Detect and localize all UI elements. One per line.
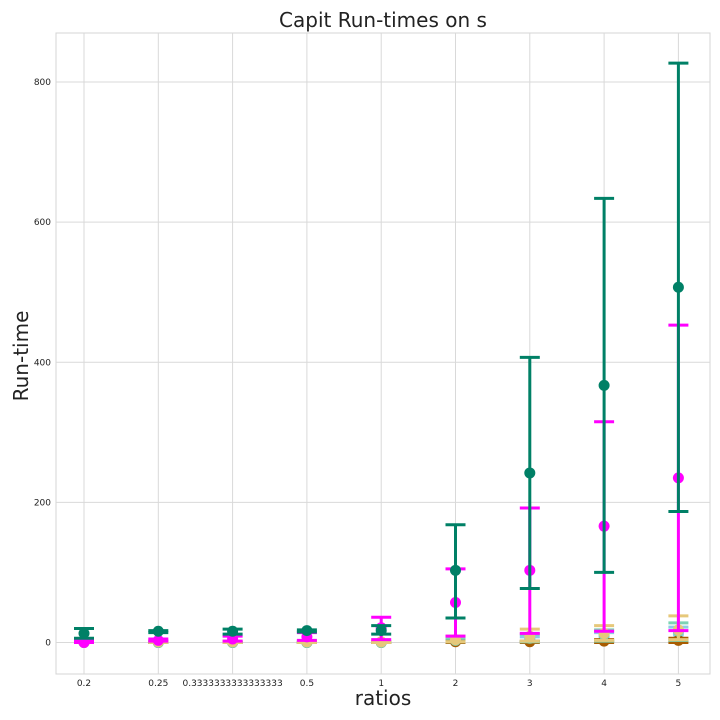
series-layer	[74, 61, 689, 648]
data-point	[227, 633, 239, 645]
data-point	[598, 379, 610, 391]
data-point	[152, 625, 164, 637]
y-tick-label: 600	[34, 218, 51, 228]
x-tick-label: 0.2	[77, 679, 91, 689]
data-point	[227, 625, 239, 637]
plot-area	[55, 32, 711, 675]
tick-labels: 0.2 0.25 0.3333333333333333 0.5 1 2 3 4 5 0 200 400…	[34, 78, 681, 689]
series-1	[74, 61, 689, 640]
data-point	[152, 634, 164, 646]
y-tick-label: 0	[45, 638, 51, 648]
x-tick-label: 0.5	[300, 679, 314, 689]
x-axis-label: ratios	[355, 686, 412, 710]
data-point	[78, 627, 90, 639]
x-tick-label: 0.25	[148, 679, 168, 689]
data-point	[672, 281, 684, 293]
y-tick-label: 200	[34, 498, 51, 508]
x-tick-label: 1	[378, 679, 384, 689]
x-tick-label: 5	[676, 679, 682, 689]
y-tick-label: 800	[34, 78, 51, 88]
x-tick-label: 3	[527, 679, 533, 689]
data-point	[301, 625, 313, 637]
y-tick-label: 400	[34, 358, 51, 368]
x-tick-label: 4	[601, 679, 607, 689]
data-point	[524, 467, 536, 479]
x-tick-label: 2	[453, 679, 459, 689]
chart-title: Capit Run-times on s	[279, 8, 487, 32]
data-point	[375, 625, 387, 637]
grid	[56, 33, 710, 674]
y-axis-label: Run-time	[9, 311, 33, 402]
data-point	[450, 564, 461, 576]
x-tick-label: 0.3333333333333333	[182, 679, 282, 689]
